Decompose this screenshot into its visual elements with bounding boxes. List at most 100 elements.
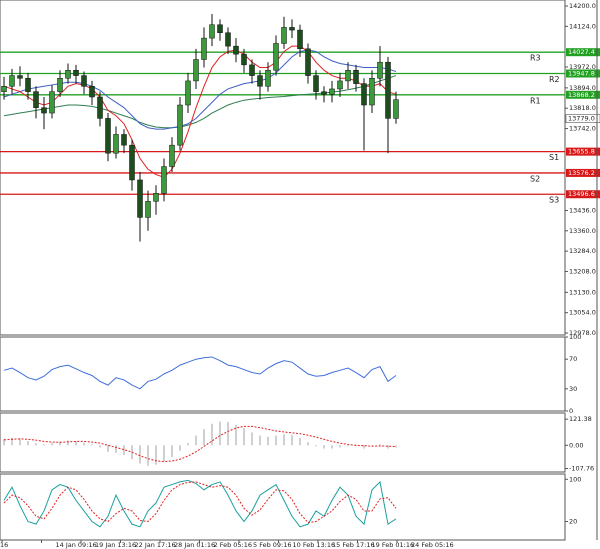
candle-body bbox=[217, 24, 223, 34]
candle-body bbox=[369, 78, 375, 106]
candle-body bbox=[65, 69, 71, 79]
histogram-bar bbox=[99, 445, 101, 448]
histogram-bar bbox=[259, 435, 261, 446]
moving-average bbox=[3, 49, 397, 130]
histogram-bar bbox=[195, 435, 197, 446]
histogram-bar bbox=[227, 422, 229, 446]
histogram-bar bbox=[27, 440, 29, 446]
histogram-bar bbox=[283, 434, 285, 446]
candle-body bbox=[57, 78, 63, 92]
level-value: 13947.8 bbox=[568, 69, 595, 77]
signal-line bbox=[3, 425, 397, 463]
histogram-bar bbox=[235, 424, 237, 446]
y-tick-label: 13208.0 bbox=[569, 267, 596, 275]
histogram-bar bbox=[331, 445, 333, 449]
level-value-box bbox=[566, 69, 600, 78]
candle-body bbox=[337, 80, 343, 90]
candle-body bbox=[281, 27, 287, 44]
candle-body bbox=[289, 27, 295, 31]
x-tick-label: 2 Feb 05:16 bbox=[214, 541, 253, 549]
y-tick-label: 12978.0 bbox=[569, 329, 596, 337]
histogram-bar bbox=[75, 440, 77, 446]
histogram-bar bbox=[387, 445, 389, 449]
indicator-line bbox=[3, 479, 397, 528]
histogram-bar bbox=[123, 445, 125, 455]
histogram-bar bbox=[59, 441, 61, 446]
candle-body bbox=[297, 29, 303, 50]
y-tick-label: 13360.0 bbox=[569, 227, 596, 235]
level-value: 13576.2 bbox=[568, 169, 595, 177]
level-value: 14027.4 bbox=[568, 48, 595, 56]
y-tick-label: 13054.0 bbox=[569, 309, 596, 317]
histogram-bar bbox=[315, 445, 317, 447]
candle-body bbox=[41, 107, 47, 114]
level-name: R3 bbox=[530, 54, 541, 63]
y-tick-label: 13818.0 bbox=[569, 104, 596, 112]
panel-frame bbox=[0, 412, 566, 473]
y-tick-label: 20 bbox=[569, 518, 577, 526]
level-name: S1 bbox=[549, 153, 559, 162]
candle-body bbox=[81, 75, 87, 87]
x-tick-label: 28 Jan 01:16 bbox=[174, 541, 215, 549]
y-tick-label: 121.38 bbox=[569, 415, 592, 423]
histogram-bar bbox=[83, 442, 85, 446]
candle-body bbox=[153, 193, 159, 202]
histogram-bar bbox=[203, 429, 205, 446]
panel-frame bbox=[0, 0, 566, 336]
level-value: 13655.8 bbox=[568, 148, 595, 156]
indicator-line bbox=[3, 481, 397, 524]
moving-average bbox=[3, 45, 397, 178]
candle-body bbox=[89, 86, 95, 98]
y-tick-label: 0 bbox=[569, 407, 573, 415]
candle-body bbox=[329, 88, 335, 95]
level-name: S2 bbox=[530, 174, 540, 183]
candle-body bbox=[9, 75, 15, 87]
histogram-bar bbox=[363, 445, 365, 449]
candle-body bbox=[25, 78, 31, 92]
level-name: R2 bbox=[549, 75, 560, 84]
histogram-bar bbox=[291, 434, 293, 446]
candle-body bbox=[225, 32, 231, 47]
candle-body bbox=[17, 75, 23, 79]
level-name: S3 bbox=[549, 196, 559, 205]
last-price: 13779.0 bbox=[568, 115, 595, 123]
histogram-bar bbox=[147, 445, 149, 466]
histogram-bar bbox=[219, 421, 221, 446]
panel-frame bbox=[0, 336, 566, 412]
x-tick-label: 14 Jan 09:16 bbox=[56, 541, 97, 549]
histogram-bar bbox=[43, 444, 45, 446]
candle-body bbox=[273, 43, 279, 71]
panel-frame bbox=[0, 473, 566, 541]
histogram-bar bbox=[307, 442, 309, 446]
candle-body bbox=[313, 75, 319, 92]
x-tick-label: 22 Jan 17:16 bbox=[135, 541, 176, 549]
candle-body bbox=[233, 45, 239, 55]
histogram-bar bbox=[275, 435, 277, 446]
candle-body bbox=[177, 104, 183, 146]
level-value-box bbox=[566, 147, 600, 156]
histogram-bar bbox=[115, 445, 117, 453]
candle-body bbox=[73, 69, 79, 76]
histogram-bar bbox=[299, 437, 301, 446]
level-value-box bbox=[566, 48, 600, 57]
histogram-bar bbox=[347, 445, 349, 447]
histogram-bar bbox=[51, 443, 53, 446]
candle-body bbox=[161, 166, 167, 194]
histogram-bar bbox=[179, 445, 181, 451]
y-tick-label: 13742.0 bbox=[569, 125, 596, 133]
x-tick-label: 19 Jan 13:16 bbox=[95, 541, 136, 549]
candle-body bbox=[241, 53, 247, 66]
candle-body bbox=[257, 75, 263, 87]
histogram-bar bbox=[163, 445, 165, 462]
y-tick-label: 100 bbox=[569, 333, 581, 341]
x-tick-label: 15 Feb 17:16 bbox=[332, 541, 375, 549]
candle-body bbox=[249, 64, 255, 76]
candle-body bbox=[145, 201, 151, 218]
candle-body bbox=[129, 144, 135, 181]
x-tick-label: 24 Feb 05:16 bbox=[411, 541, 454, 549]
candle-body bbox=[265, 69, 271, 87]
histogram-bar bbox=[379, 444, 381, 446]
candle-body bbox=[385, 61, 391, 119]
